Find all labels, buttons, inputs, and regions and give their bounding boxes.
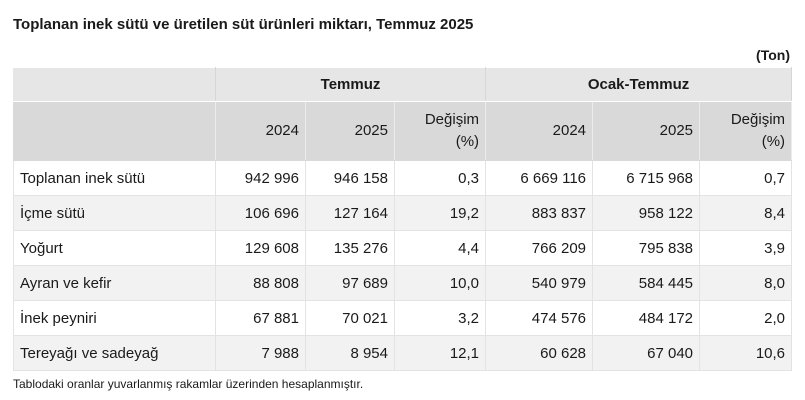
table-row: İçme sütü 106 696 127 164 19,2 883 837 9…: [13, 195, 793, 231]
cell: 67 040: [592, 335, 701, 371]
cell: 127 164: [305, 195, 395, 231]
col-header-2024: 2024: [485, 101, 594, 161]
cell: 4,4: [393, 230, 487, 266]
change-unit: (%): [455, 133, 480, 150]
table-row: Ayran ve kefir 88 808 97 689 10,0 540 97…: [13, 265, 793, 301]
header-blank: [13, 67, 216, 102]
cell: 946 158: [305, 160, 395, 196]
footnote: Tablodaki oranlar yuvarlanmış rakamlar ü…: [13, 377, 364, 391]
change-label: Değişim: [424, 111, 480, 128]
row-label: İçme sütü: [13, 195, 216, 231]
col-header-2024: 2024: [215, 101, 306, 161]
group-header-ocak-temmuz: Ocak-Temmuz: [485, 67, 793, 102]
cell: 8,0: [699, 265, 793, 301]
table-row: Yoğurt 129 608 135 276 4,4 766 209 795 8…: [13, 230, 793, 266]
cell: 129 608: [215, 230, 306, 266]
cell: 942 996: [215, 160, 306, 196]
cell: 6 669 116: [485, 160, 594, 196]
cell: 70 021: [305, 300, 395, 336]
table-row: İnek peyniri 67 881 70 021 3,2 474 576 4…: [13, 300, 793, 336]
row-label: Yoğurt: [13, 230, 216, 266]
cell: 3,9: [699, 230, 793, 266]
table-row: Tereyağı ve sadeyağ 7 988 8 954 12,1 60 …: [13, 335, 793, 371]
row-label: Tereyağı ve sadeyağ: [13, 335, 216, 371]
col-header-2025: 2025: [592, 101, 701, 161]
row-label: Ayran ve kefir: [13, 265, 216, 301]
data-table: Temmuz Ocak-Temmuz 2024 2025 Değişim (%) …: [13, 67, 793, 371]
cell: 135 276: [305, 230, 395, 266]
cell: 60 628: [485, 335, 594, 371]
col-header-2025: 2025: [305, 101, 395, 161]
cell: 12,1: [393, 335, 487, 371]
cell: 19,2: [393, 195, 487, 231]
cell: 484 172: [592, 300, 701, 336]
cell: 766 209: [485, 230, 594, 266]
cell: 3,2: [393, 300, 487, 336]
cell: 10,6: [699, 335, 793, 371]
cell: 540 979: [485, 265, 594, 301]
subheader-blank: [13, 101, 216, 161]
cell: 10,0: [393, 265, 487, 301]
cell: 958 122: [592, 195, 701, 231]
change-unit: (%): [761, 133, 786, 150]
cell: 8 954: [305, 335, 395, 371]
cell: 88 808: [215, 265, 306, 301]
cell: 474 576: [485, 300, 594, 336]
cell: 2,0: [699, 300, 793, 336]
cell: 6 715 968: [592, 160, 701, 196]
cell: 584 445: [592, 265, 701, 301]
col-header-change: Değişim (%): [699, 101, 793, 161]
cell: 106 696: [215, 195, 306, 231]
cell: 7 988: [215, 335, 306, 371]
cell: 795 838: [592, 230, 701, 266]
cell: 97 689: [305, 265, 395, 301]
cell: 8,4: [699, 195, 793, 231]
table-row: Toplanan inek sütü 942 996 946 158 0,3 6…: [13, 160, 793, 196]
group-header-temmuz: Temmuz: [214, 67, 487, 102]
cell: 0,7: [699, 160, 793, 196]
col-header-change: Değişim (%): [393, 101, 487, 161]
change-label: Değişim: [730, 111, 786, 128]
cell: 883 837: [485, 195, 594, 231]
row-label: İnek peyniri: [13, 300, 216, 336]
unit-label: (Ton): [756, 47, 790, 63]
cell: 67 881: [215, 300, 306, 336]
row-label: Toplanan inek sütü: [13, 160, 216, 196]
table-title: Toplanan inek sütü ve üretilen süt ürünl…: [13, 16, 474, 33]
cell: 0,3: [393, 160, 487, 196]
